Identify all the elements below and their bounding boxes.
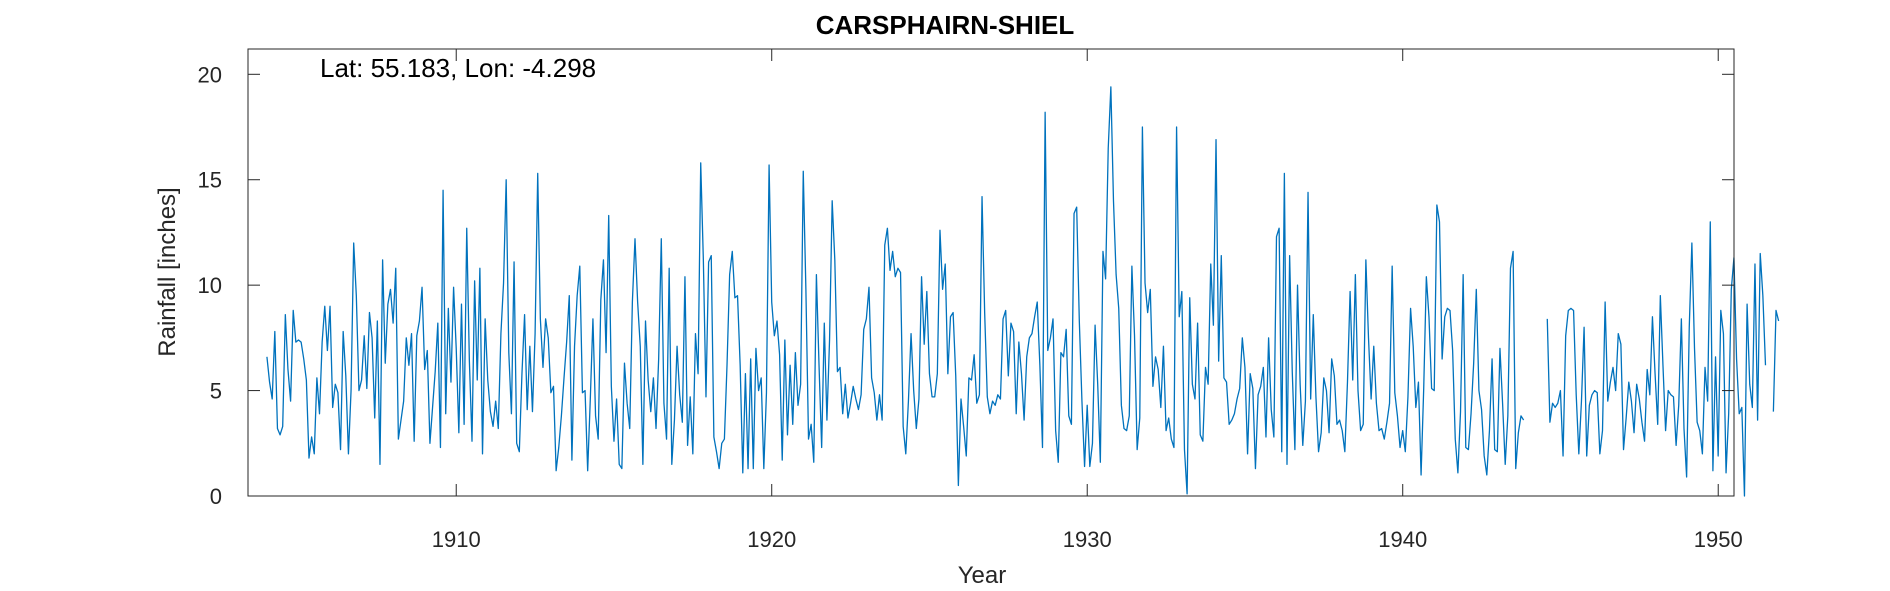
plot-frame bbox=[247, 48, 1735, 497]
x-tick-label: 1940 bbox=[1378, 527, 1427, 552]
y-tick-label: 5 bbox=[210, 379, 222, 404]
x-tick-label: 1910 bbox=[432, 527, 481, 552]
x-tick-label: 1930 bbox=[1063, 527, 1112, 552]
x-tick-label: 1950 bbox=[1694, 527, 1743, 552]
y-tick-label: 15 bbox=[198, 168, 222, 193]
axes-layer: 1910 1920 1930 1940 1950 0 5 10 15 20 bbox=[198, 49, 1743, 552]
location-annotation: Lat: 55.183, Lon: -4.298 bbox=[320, 53, 596, 83]
y-tick-label: 20 bbox=[198, 62, 222, 87]
y-tick-label: 0 bbox=[210, 484, 222, 509]
x-axis-label: Year bbox=[958, 562, 1007, 589]
x-tick-label: 1920 bbox=[747, 527, 796, 552]
plot-area bbox=[248, 49, 1734, 496]
chart-title: CARSPHAIRN-SHIEL bbox=[816, 10, 1075, 40]
y-axis-label: Rainfall [inches] bbox=[154, 187, 181, 356]
y-tick-label: 10 bbox=[198, 273, 222, 298]
